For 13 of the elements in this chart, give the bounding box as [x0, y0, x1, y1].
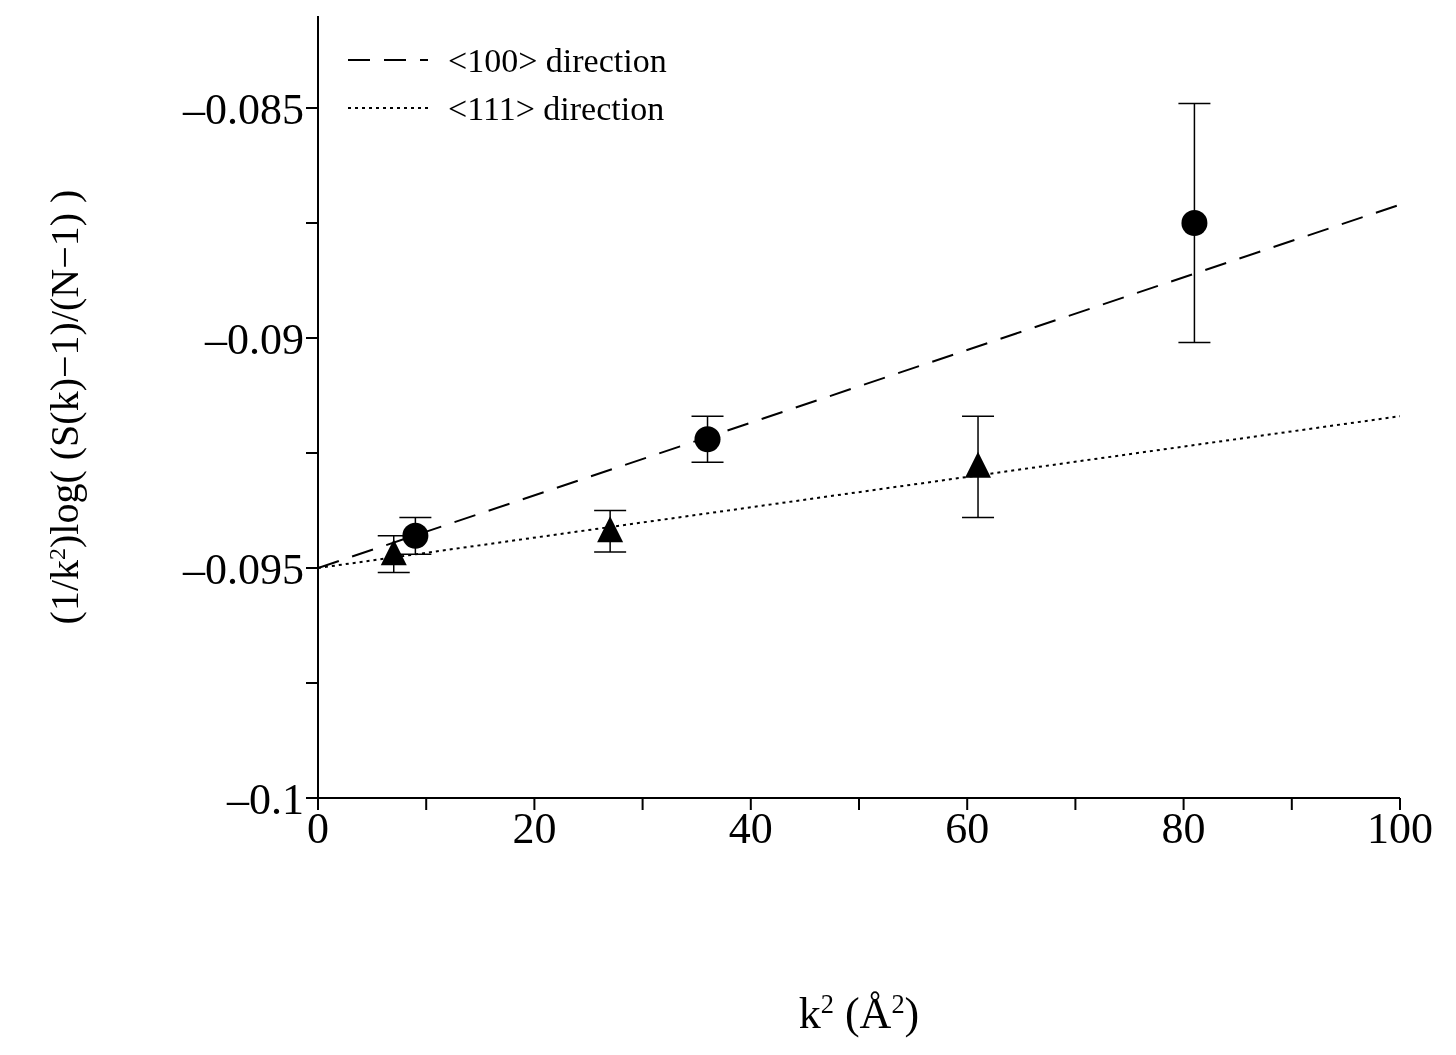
x-tick-label: 20	[512, 804, 557, 854]
legend-label: <100> direction	[448, 42, 667, 79]
x-tick-label: 60	[945, 804, 990, 854]
legend-label: <111> direction	[448, 90, 665, 127]
y-tick-label: –0.095	[182, 544, 304, 594]
x-tick-label: 80	[1161, 804, 1206, 854]
x-tick-label: 0	[307, 804, 329, 854]
y-tick-label: –0.09	[204, 314, 304, 364]
y-tick-label: –0.1	[226, 774, 304, 824]
x-tick-label: 40	[728, 804, 773, 854]
x-axis-title: k$^{2}$ (Å$^{2}$)	[798, 989, 920, 1038]
y-tick-label: –0.085	[182, 84, 304, 134]
x-tick-label: 100	[1367, 804, 1433, 854]
